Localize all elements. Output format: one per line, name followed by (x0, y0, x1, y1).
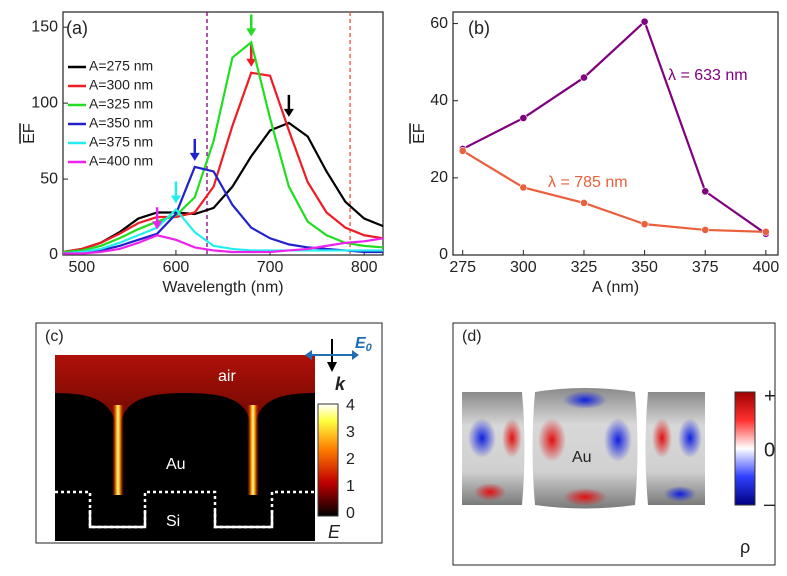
legend-label: A=275 nm (89, 58, 153, 74)
data-point (519, 114, 528, 122)
x-tick-label: 375 (692, 259, 719, 276)
series-line (62, 40, 384, 254)
colorbar-tick-label: 2 (346, 451, 355, 468)
panel-label: (b) (468, 18, 490, 38)
data-point (761, 227, 770, 236)
panel-d: (d) Au ρ (452, 322, 776, 566)
colorbar-label: E (328, 522, 341, 542)
data-point (701, 226, 710, 234)
region-label: Si (166, 513, 180, 530)
colorbar-tick-label: 3 (346, 424, 355, 441)
data-point (640, 220, 649, 229)
panel-c: (c) air Au Si E0 k E (35, 322, 383, 544)
interface (55, 490, 315, 529)
charge (502, 418, 522, 458)
peak-arrowhead (170, 195, 181, 204)
si-trench (88, 510, 274, 529)
data-point (519, 183, 528, 192)
k-label: k (335, 374, 346, 394)
series-line (63, 234, 384, 255)
colorbar (317, 403, 339, 517)
panel-label: (d) (462, 328, 482, 345)
x-tick-label: 500 (68, 259, 95, 276)
x-tick-label: 300 (510, 259, 537, 276)
data-point (458, 146, 467, 155)
charge (652, 418, 672, 458)
series-label: λ = 633 nm (668, 67, 748, 84)
charge (604, 418, 632, 462)
region-label: Au (166, 456, 186, 473)
region-label: air (218, 368, 236, 385)
series-line (462, 149, 766, 233)
cylinder (532, 388, 638, 509)
e0-label: E (355, 335, 367, 352)
gap-hotspot (112, 405, 124, 495)
colorbar (734, 391, 756, 506)
peak-arrowhead (246, 28, 257, 37)
plot-frame (62, 11, 384, 256)
data-point (580, 199, 588, 207)
x-tick-label: 800 (351, 259, 378, 276)
data-point (580, 73, 588, 82)
data-point (640, 17, 649, 26)
charge (474, 483, 506, 501)
y-tick-label: 0 (439, 246, 448, 263)
series-line (462, 19, 767, 235)
charge (664, 486, 696, 502)
y-tick-label: 20 (430, 169, 448, 186)
x-tick-label: 325 (571, 259, 598, 276)
legend-label: A=400 nm (89, 153, 153, 169)
panel-label: (c) (45, 328, 64, 345)
series-line (62, 165, 383, 255)
legend-label: A=350 nm (89, 115, 153, 131)
series-line (62, 121, 384, 254)
x-tick-label: 350 (631, 259, 658, 276)
colorbar-tick-label: – (764, 493, 776, 515)
x-tick-label: 600 (163, 259, 190, 276)
y-tick-label: 100 (31, 94, 58, 111)
series-label: λ = 785 nm (548, 174, 628, 191)
series-line (62, 207, 383, 255)
peak-arrowhead (246, 58, 257, 67)
peak-arrowhead (152, 221, 163, 230)
colorbar-label: ρ (740, 537, 750, 557)
y-tick-label: 150 (31, 18, 58, 35)
colorbar-tick-label: 0 (764, 439, 775, 461)
panel-label: (a) (66, 18, 88, 38)
peak-arrowhead (189, 152, 200, 161)
y-tick-label: 50 (40, 170, 58, 187)
charge (678, 418, 702, 458)
colorbar-tick-label: 1 (346, 478, 355, 495)
charge (563, 391, 607, 409)
region-label: Au (572, 449, 592, 466)
y-tick-label: 60 (430, 15, 448, 32)
legend-label: A=375 nm (89, 134, 153, 150)
charge (538, 418, 566, 462)
y-axis-label: EF (21, 123, 38, 144)
plot-frame (452, 11, 779, 256)
y-tick-label: 40 (430, 92, 448, 109)
data-point (701, 187, 710, 196)
x-tick-label: 400 (753, 259, 780, 276)
series-line (62, 71, 384, 254)
charge (563, 488, 607, 506)
x-axis-label: Wavelength (nm) (162, 279, 283, 296)
y-axis-label: EF (411, 123, 428, 144)
gap-hotspot (247, 405, 259, 495)
x-tick-label: 700 (257, 259, 284, 276)
colorbar-tick-label: 4 (346, 397, 355, 414)
y-tick-label: 0 (49, 246, 58, 263)
x-tick-label: 275 (449, 259, 476, 276)
legend-label: A=300 nm (89, 77, 153, 93)
peak-arrowhead (283, 108, 294, 117)
e0-subscript: 0 (366, 342, 373, 354)
colorbar-tick-label: 0 (346, 505, 355, 522)
charge (468, 418, 496, 458)
colorbar-tick-label: + (764, 385, 776, 407)
x-axis-label: A (nm) (592, 279, 639, 296)
legend-label: A=325 nm (89, 96, 153, 112)
e0-label: E0 (355, 335, 373, 354)
k-arrowhead (327, 362, 337, 372)
